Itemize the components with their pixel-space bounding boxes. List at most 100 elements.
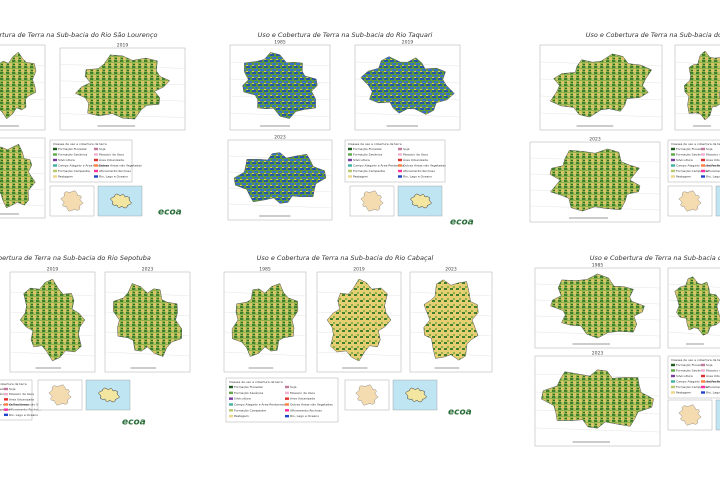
legend-item: Outras Áreas não Vegetadas [290, 402, 333, 407]
basin [242, 52, 318, 119]
legend-swatch [348, 158, 352, 162]
legend-heading: Classes de uso e cobertura da terra [229, 380, 283, 384]
map-year: 2023 [142, 267, 154, 273]
legend-swatch [94, 169, 98, 173]
municipal-line [104, 351, 191, 357]
legend-item: Formação Campestre [234, 408, 266, 412]
municipal-line [0, 114, 46, 118]
legend-item: Silvicultura [353, 158, 370, 162]
legend-item: Mosaico de Usos [9, 392, 34, 396]
inset-state [60, 190, 84, 212]
legend-swatch [671, 158, 675, 162]
legend-item: Formação Savânica [676, 369, 705, 373]
legend-item: Formação Florestal [0, 387, 7, 391]
legend-item: Rio, Lago e Oceano [99, 175, 128, 179]
legend-swatch [53, 164, 57, 167]
legend-item: Área Urbanizada [9, 396, 34, 401]
legend-swatch [94, 153, 98, 156]
sheet-title: Uso e Cobertura de Terra na Sub-bacia do… [0, 31, 157, 39]
legend-item: Área Urbanizada [706, 373, 720, 378]
legend-swatch [53, 175, 57, 178]
map-year: 2023 [592, 351, 604, 357]
municipal-line [223, 351, 307, 357]
legend-item: Formação Savânica [58, 153, 87, 157]
map-year: 1985 [592, 263, 604, 269]
legend-item: Campo Alagado e Área Pantanosa [676, 379, 720, 384]
legend-swatch [701, 169, 705, 173]
legend-swatch [671, 385, 675, 389]
legend-item: Pastagem [353, 175, 368, 179]
legend-swatch [4, 408, 8, 411]
inset [715, 399, 720, 431]
legend-item: Formação Campestre [676, 169, 708, 173]
legend-swatch [229, 414, 233, 418]
legend-item: Campo Alagado e Área Pantanosa [676, 163, 720, 168]
legend-swatch [4, 403, 8, 406]
legend-swatch [701, 158, 705, 162]
legend-swatch [671, 391, 675, 394]
legend-heading: Classes de uso e cobertura da terra [0, 382, 27, 386]
legend-item: Campo Alagado e Área Pantanosa [58, 163, 109, 168]
legend-item: Soja [403, 147, 410, 151]
legend-swatch [701, 374, 705, 378]
legend-swatch [348, 169, 352, 173]
legend-item: Formação Florestal [353, 147, 382, 151]
legend-heading: Classes de uso e cobertura da terra [671, 142, 720, 146]
inset-basin [410, 193, 432, 209]
legend-swatch [94, 164, 98, 167]
legend-swatch [398, 175, 402, 178]
legend-item: Afloramento Rochoso [290, 408, 322, 412]
legend-swatch [348, 164, 352, 167]
basin [74, 54, 171, 120]
legend-swatch [671, 175, 675, 178]
legend-item: Silvicultura [676, 158, 693, 162]
legend-item: Afloramento Rochoso [403, 169, 435, 173]
basin [549, 148, 641, 212]
legend-swatch [671, 147, 675, 151]
legend-swatch [701, 391, 705, 394]
legend-swatch [701, 369, 705, 372]
legend-item: Rio, Lago e Oceano [9, 413, 38, 417]
legend-item: Rio, Lago e Oceano [403, 175, 432, 179]
legend-item: Mosaico de Usos [706, 369, 720, 373]
legend-swatch [285, 397, 289, 400]
legend-box [344, 139, 446, 183]
legend-item: Soja [290, 385, 297, 389]
legend-swatch [53, 158, 57, 162]
legend-swatch [701, 385, 705, 389]
legend-swatch [701, 363, 705, 367]
map-year: 1985 [259, 267, 271, 273]
legend-item: Outras Áreas não Vegetadas [99, 163, 142, 168]
legend-swatch [229, 391, 233, 395]
inset-state [48, 384, 72, 406]
sheet-title: Uso e Cobertura de Terra na Sub-bacia do… [258, 31, 433, 39]
legend-item: Rio, Lago e Oceano [706, 391, 720, 395]
map-year: 2023 [274, 135, 286, 141]
sheet-title: Uso e Cobertura de Terra na Sub-bacia do… [257, 254, 434, 262]
basin [233, 152, 327, 204]
legend-swatch [671, 380, 675, 383]
legend-item: Silvicultura [58, 158, 75, 162]
legend-swatch [398, 158, 402, 162]
legend-item: Soja [99, 147, 106, 151]
basin [550, 273, 645, 339]
legend-item: Pastagem [676, 175, 691, 179]
legend-box [49, 139, 133, 183]
legend-item: Área Urbanizada [99, 157, 124, 162]
legend-swatch [671, 374, 675, 378]
legend-item: Campo Alagado e Área Pantanosa [234, 402, 285, 407]
basin [423, 279, 479, 361]
legend-box [667, 139, 720, 183]
legend-item: Formação Campestre [676, 385, 708, 389]
legend-swatch [671, 363, 675, 367]
municipal-line [227, 203, 333, 209]
legend-swatch [53, 153, 57, 156]
legend-item: Área Urbanizada [706, 157, 720, 162]
legend-item: Formação Savânica [676, 153, 705, 157]
legend-item: Campo Alagado e Área Pantanosa [0, 402, 29, 407]
municipal-line [539, 112, 663, 118]
legend-swatch [701, 147, 705, 151]
legend-item: Formação Florestal [58, 147, 87, 151]
legend-item: Mosaico de Usos [706, 153, 720, 157]
legend-item: Silvicultura [676, 374, 693, 378]
